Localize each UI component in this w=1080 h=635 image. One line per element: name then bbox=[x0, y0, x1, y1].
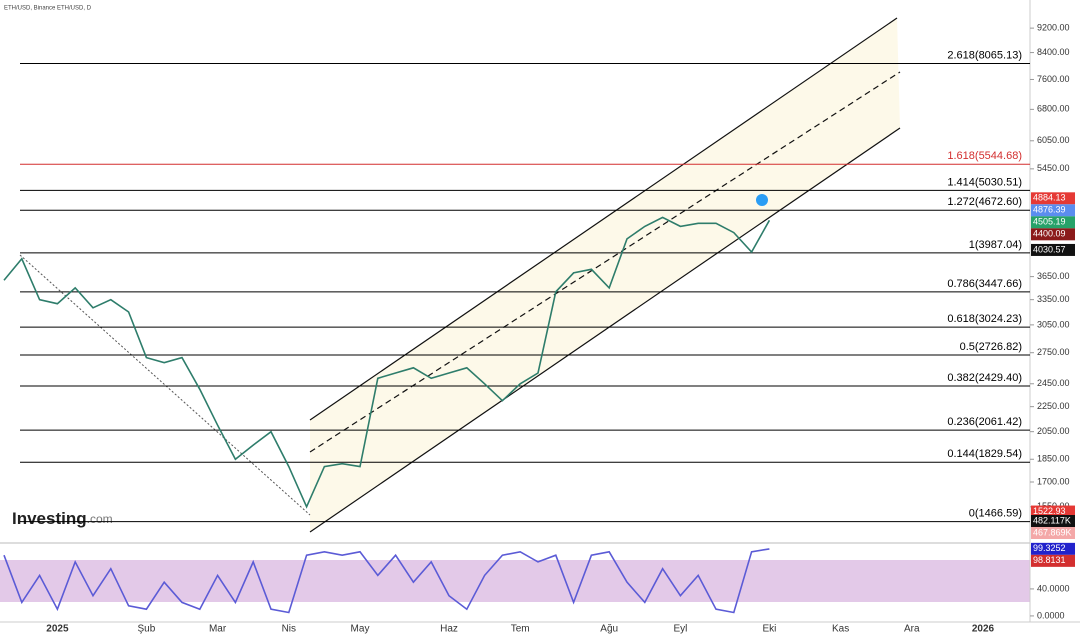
price-marker-label: 4400.09 bbox=[1033, 229, 1066, 239]
logo: Investing.com bbox=[12, 509, 113, 528]
x-tick-label: Mar bbox=[209, 624, 227, 635]
y-tick-label: 3350.00 bbox=[1037, 294, 1070, 304]
y-tick-label: 2250.00 bbox=[1037, 401, 1070, 411]
x-tick-label: Kas bbox=[832, 624, 849, 635]
fib-label: 0(1466.59) bbox=[969, 508, 1022, 520]
volume-marker bbox=[1031, 527, 1075, 539]
fib-label: 2.618(8065.13) bbox=[947, 49, 1022, 61]
fib-label: 0.382(2429.40) bbox=[947, 372, 1022, 384]
y-tick-label: 3050.00 bbox=[1037, 319, 1070, 329]
x-tick-label: May bbox=[351, 624, 370, 635]
price-marker bbox=[1031, 542, 1075, 555]
channel-lower bbox=[309, 127, 901, 533]
y-tick-label: 6050.00 bbox=[1037, 135, 1070, 145]
trend-line bbox=[19, 254, 311, 516]
stoch-band bbox=[0, 560, 1030, 602]
logo-suffix: .com bbox=[87, 512, 113, 526]
price-marker-label: 4505.19 bbox=[1033, 217, 1066, 227]
series-line bbox=[3, 216, 771, 509]
price-marker-label: 4030.57 bbox=[1033, 244, 1066, 254]
price-marker-label: 99.3252 bbox=[1033, 543, 1066, 553]
x-tick-label: Ara bbox=[904, 624, 920, 635]
channel-mid bbox=[309, 71, 901, 453]
fib-label: 0.144(1829.54) bbox=[947, 448, 1022, 460]
volume-label: 467.869K bbox=[1033, 527, 1072, 537]
y-tick-label: 6800.00 bbox=[1037, 104, 1070, 114]
fib-label: 0.618(3024.23) bbox=[947, 313, 1022, 325]
y-tick-label: 3650.00 bbox=[1037, 271, 1070, 281]
channel-fill bbox=[310, 18, 900, 532]
y-tick-label: 2750.00 bbox=[1037, 347, 1070, 357]
price-marker bbox=[1031, 216, 1075, 229]
x-tick-label: Tem bbox=[511, 624, 530, 635]
price-marker-label: 4876.39 bbox=[1033, 205, 1066, 215]
header-title: ETH/USD, Binance ETH/USD, D bbox=[4, 6, 92, 12]
x-tick-label: Şub bbox=[138, 624, 156, 635]
y-tick-label: 1850.00 bbox=[1037, 454, 1070, 464]
price-marker bbox=[1031, 505, 1075, 518]
y-tick-label: 8400.00 bbox=[1037, 47, 1070, 57]
series-line bbox=[3, 548, 770, 614]
fib-label: 0.786(3447.66) bbox=[947, 278, 1022, 290]
fib-label: 1(3987.04) bbox=[969, 239, 1022, 251]
y-tick-label: 1700.00 bbox=[1037, 476, 1070, 486]
price-marker bbox=[1031, 192, 1075, 205]
fib-label: 0.236(2061.42) bbox=[947, 416, 1022, 428]
price-marker-label: 98.8131 bbox=[1033, 555, 1066, 565]
x-tick-label: Haz bbox=[440, 624, 458, 635]
y-tick-label: 9200.00 bbox=[1037, 22, 1070, 32]
volume-marker bbox=[1031, 515, 1075, 527]
logo-text: Investing bbox=[12, 509, 87, 528]
y-tick-label: 40.0000 bbox=[1037, 583, 1070, 593]
price-marker bbox=[1031, 243, 1075, 256]
y-tick-label: 0.0000 bbox=[1037, 610, 1065, 620]
y-tick-label: 7600.00 bbox=[1037, 74, 1070, 84]
price-marker-label: 1522.93 bbox=[1033, 506, 1066, 516]
x-tick-label: Eyl bbox=[673, 624, 687, 635]
pivot-badge bbox=[756, 194, 768, 206]
x-tick-label: Ağu bbox=[600, 624, 618, 635]
volume-label: 482.117K bbox=[1033, 515, 1071, 525]
price-marker bbox=[1031, 228, 1075, 241]
x-tick-label: 2025 bbox=[46, 624, 69, 635]
x-tick-label: 2026 bbox=[972, 624, 995, 635]
fib-label: 1.618(5544.68) bbox=[947, 150, 1022, 162]
price-marker bbox=[1031, 204, 1075, 217]
fib-label: 1.414(5030.51) bbox=[947, 176, 1022, 188]
fib-label: 0.5(2726.82) bbox=[960, 341, 1022, 353]
y-tick-label: 2050.00 bbox=[1037, 426, 1070, 436]
x-tick-label: Eki bbox=[762, 624, 776, 635]
y-tick-label: 2450.00 bbox=[1037, 378, 1070, 388]
price-marker bbox=[1031, 554, 1075, 567]
fib-label: 1.272(4672.60) bbox=[947, 196, 1022, 208]
channel-upper bbox=[309, 17, 898, 421]
x-tick-label: Nis bbox=[282, 624, 296, 635]
y-tick-label: 5450.00 bbox=[1037, 163, 1070, 173]
price-marker-label: 4884.13 bbox=[1033, 193, 1066, 203]
